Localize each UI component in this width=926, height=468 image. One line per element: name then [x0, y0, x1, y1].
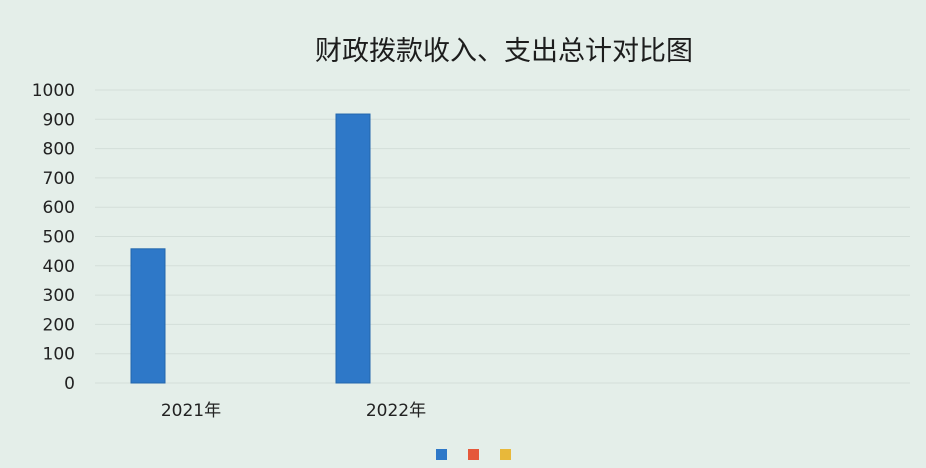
- x-category-label: 2021年: [161, 401, 221, 421]
- y-tick-label: 800: [43, 140, 75, 160]
- y-tick-label: 400: [43, 257, 75, 277]
- x-category-label: 2022年: [366, 401, 426, 421]
- bar-2: [335, 113, 371, 384]
- y-tick-label: 1000: [32, 81, 75, 101]
- y-tick-label: 600: [43, 198, 75, 218]
- x-axis-category-labels: 2021年 2022年: [161, 401, 426, 421]
- y-tick-label: 100: [43, 345, 75, 365]
- gridlines: [95, 89, 910, 384]
- y-tick-label: 200: [43, 315, 75, 335]
- y-tick-label: 300: [43, 286, 75, 306]
- legend-swatch-1: [436, 449, 447, 460]
- bars: [130, 113, 371, 384]
- bar-1: [130, 248, 166, 384]
- legend: [436, 449, 511, 460]
- y-tick-label: 700: [43, 169, 75, 189]
- legend-swatch-3: [500, 449, 511, 460]
- y-tick-label: 900: [43, 110, 75, 130]
- legend-swatch-2: [468, 449, 479, 460]
- y-axis-tick-labels: 0 100 200 300 400 500 600 700 800 900 1000: [32, 81, 75, 394]
- y-tick-label: 0: [64, 374, 75, 394]
- y-tick-label: 500: [43, 228, 75, 248]
- chart-title: 财政拨款收入、支出总计对比图: [315, 36, 693, 67]
